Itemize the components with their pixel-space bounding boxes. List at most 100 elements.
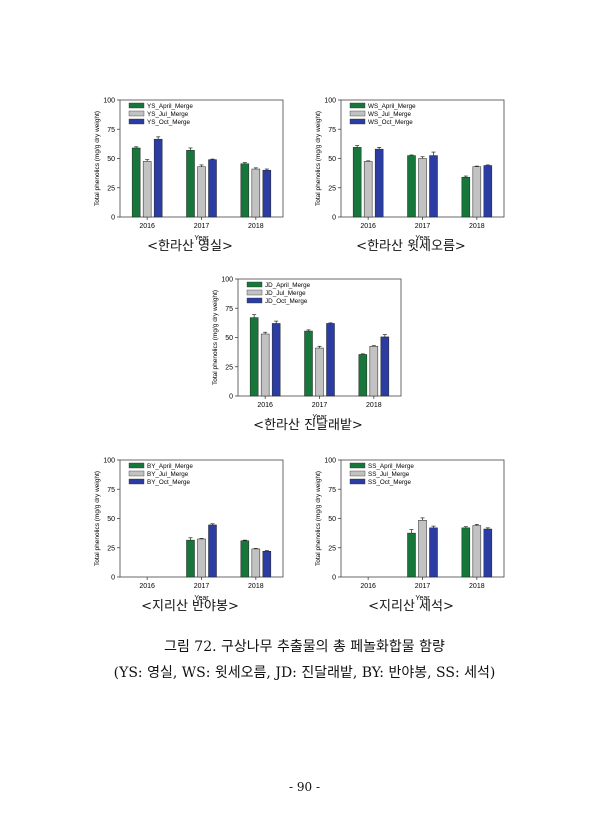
bar-SS_April_Merge — [407, 532, 416, 578]
legend-label: JD_Oct_Merge — [265, 298, 308, 305]
chart-jd: 0 25 50 75 100 Total phenolics (mg/g dry weig… — [208, 269, 418, 449]
chart-ss: 0 25 50 75 100 Total phenolics (mg/g dry weig… — [311, 450, 521, 630]
bar-WS_April_Merge — [352, 147, 362, 218]
y-tick-label: 25 — [107, 185, 115, 192]
y-tick-label: 75 — [328, 487, 336, 494]
legend-swatch — [128, 110, 145, 117]
bar-WS_April_Merge — [407, 155, 416, 218]
y-tick-label: 75 — [107, 127, 115, 134]
legend-swatch — [349, 462, 366, 469]
y-tick-label: 100 — [103, 98, 115, 105]
bar-SS_April_Merge — [461, 527, 471, 578]
legend-swatch — [349, 470, 366, 477]
bar-BY_Jul_Merge — [197, 538, 206, 578]
legend-label: SS_Jul_Merge — [368, 471, 410, 478]
bar-BY_April_Merge — [186, 539, 195, 578]
bar-JD_Oct_Merge — [380, 336, 390, 397]
legend-swatch — [246, 289, 263, 296]
legend-swatch — [246, 297, 263, 304]
bar-JD_April_Merge — [249, 317, 259, 397]
chart-ws: 0 25 50 75 100 Total phenolics (mg/g dry weig… — [311, 90, 521, 270]
bar-JD_Jul_Merge — [315, 347, 324, 397]
x-tick-label: 2016 — [360, 583, 376, 590]
x-axis-label: Year — [415, 595, 430, 600]
y-axis-label: Total phenolics (mg/g dry weight) — [94, 471, 101, 566]
legend-swatch — [128, 118, 145, 125]
bar-WS_Jul_Merge — [418, 158, 427, 218]
x-tick-label: 2017 — [415, 583, 431, 590]
legend-swatch — [128, 478, 145, 485]
x-tick-label: 2017 — [194, 583, 210, 590]
chart-caption: <한라산 영실> — [147, 239, 233, 254]
page-number: - 90 - — [288, 780, 320, 794]
bar-YS_April_Merge — [131, 147, 141, 218]
y-tick-label: 50 — [225, 335, 233, 342]
bar-JD_Jul_Merge — [260, 333, 270, 397]
bar-BY_April_Merge — [240, 540, 250, 578]
y-tick-label: 100 — [324, 458, 336, 465]
legend-swatch — [349, 110, 366, 117]
bar-WS_Jul_Merge — [472, 166, 482, 218]
legend-swatch — [128, 470, 145, 477]
figure-legend-note: (YS: 영실, WS: 윗세오름, JD: 진달래밭, BY: 반야봉, SS… — [113, 665, 496, 681]
y-tick-label: 100 — [221, 277, 233, 284]
legend-label: SS_April_Merge — [368, 463, 414, 470]
bar-YS_April_Merge — [186, 150, 195, 218]
legend-label: WS_Oct_Merge — [368, 119, 413, 126]
bar-YS_Jul_Merge — [142, 161, 152, 218]
legend-swatch — [128, 102, 145, 109]
x-tick-label: 2016 — [360, 223, 376, 230]
y-tick-label: 50 — [328, 516, 336, 523]
bar-YS_Oct_Merge — [208, 159, 217, 218]
bar-BY_Jul_Merge — [251, 548, 261, 578]
y-tick-label: 100 — [103, 458, 115, 465]
legend-label: YS_Jul_Merge — [147, 111, 189, 118]
bar-SS_Jul_Merge — [418, 520, 427, 578]
legend-swatch — [128, 462, 145, 469]
legend-label: WS_April_Merge — [368, 103, 416, 110]
chart-caption: <한라산 진달래밭> — [253, 418, 363, 433]
y-tick-label: 25 — [328, 545, 336, 552]
bar-JD_Oct_Merge — [326, 323, 335, 397]
x-tick-label: 2017 — [312, 402, 328, 409]
x-tick-label: 2018 — [469, 223, 485, 230]
y-tick-label: 0 — [111, 215, 115, 222]
bar-YS_Jul_Merge — [197, 166, 206, 218]
y-tick-label: 75 — [328, 127, 336, 134]
bar-JD_Jul_Merge — [369, 346, 379, 397]
y-tick-label: 50 — [107, 516, 115, 523]
x-tick-label: 2017 — [194, 223, 210, 230]
x-axis-label: Year — [415, 235, 430, 240]
bar-JD_Oct_Merge — [271, 323, 281, 397]
y-axis-label: Total phenolics (mg/g dry weight) — [212, 290, 219, 385]
y-tick-label: 25 — [225, 364, 233, 371]
chart-by: 0 25 50 75 100 Total phenolics (mg/g dry weig… — [90, 450, 300, 630]
x-tick-label: 2017 — [415, 223, 431, 230]
y-tick-label: 100 — [324, 98, 336, 105]
x-tick-label: 2018 — [366, 402, 382, 409]
y-tick-label: 50 — [107, 156, 115, 163]
y-tick-label: 25 — [328, 185, 336, 192]
chart-caption: <지리산 반야봉> — [141, 599, 239, 614]
bar-BY_Oct_Merge — [262, 551, 272, 578]
legend-label: JD_April_Merge — [265, 282, 311, 289]
legend-swatch — [246, 281, 263, 288]
chart-caption: <지리산 세석> — [368, 599, 454, 614]
chart-ys: 0 25 50 75 100 Total phenolics (mg/g dry weig… — [90, 90, 300, 270]
y-tick-label: 0 — [111, 575, 115, 582]
x-tick-label: 2016 — [139, 583, 155, 590]
y-tick-label: 0 — [332, 215, 336, 222]
bar-YS_April_Merge — [240, 163, 250, 218]
bar-BY_Oct_Merge — [208, 524, 217, 578]
bar-YS_Jul_Merge — [251, 168, 261, 218]
chart-caption: <한라산 윗세오름> — [356, 239, 466, 254]
legend-swatch — [349, 478, 366, 485]
bar-SS_Oct_Merge — [483, 528, 493, 578]
y-tick-label: 75 — [225, 306, 233, 313]
bar-YS_Oct_Merge — [262, 169, 272, 218]
legend-label: BY_Oct_Merge — [147, 479, 191, 486]
